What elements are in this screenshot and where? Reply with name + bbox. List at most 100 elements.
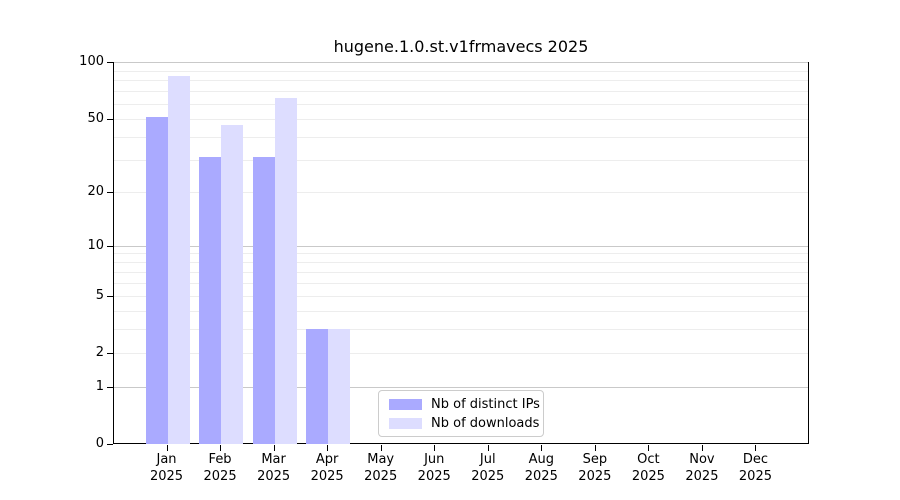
y-tick-label-1: 1 (95, 378, 104, 394)
gridline-70 (114, 91, 808, 93)
gridline-3 (114, 329, 808, 331)
bar-apr-distinct-ips (306, 329, 329, 444)
gridline-50 (114, 118, 808, 120)
y-tick-label-10: 10 (87, 237, 104, 253)
gridline-80 (114, 80, 808, 82)
x-tick-mark-jul (487, 445, 489, 451)
y-tick-mark-0 (107, 444, 113, 445)
x-tick-label-jun: Jun 2025 (394, 451, 474, 485)
y-tick-label-2: 2 (95, 345, 104, 361)
gridline-4 (114, 310, 808, 312)
gridline-2 (114, 353, 808, 355)
gridline-7 (114, 271, 808, 273)
bar-mar-distinct-ips (252, 157, 275, 444)
x-tick-month: Jun (424, 452, 445, 467)
x-tick-mark-sep (594, 445, 596, 451)
y-tick-label-50: 50 (87, 110, 104, 126)
x-tick-month: Jul (479, 452, 496, 467)
gridline-1 (114, 386, 808, 388)
gridline-9 (114, 253, 808, 255)
x-tick-label-oct: Oct 2025 (608, 451, 688, 485)
x-tick-month: Nov (689, 452, 715, 467)
x-tick-month: Aug (528, 452, 554, 467)
y-tick-label-5: 5 (95, 287, 104, 303)
x-tick-month: Mar (261, 452, 286, 467)
x-tick-label-jan: Jan 2025 (127, 451, 207, 485)
x-tick-label-feb: Feb 2025 (180, 451, 260, 485)
x-tick-mark-aug (541, 445, 543, 451)
chart-title: hugene.1.0.st.v1frmavecs 2025 (333, 37, 589, 56)
x-tick-year: 2025 (631, 469, 665, 484)
bar-feb-downloads (221, 125, 244, 444)
gridline-6 (114, 282, 808, 284)
x-tick-mark-nov (701, 445, 703, 451)
y-tick-mark-50 (107, 118, 113, 120)
bar-apr-downloads (328, 329, 351, 444)
x-tick-month: Feb (208, 452, 232, 467)
x-tick-year: 2025 (524, 469, 558, 484)
x-tick-year: 2025 (310, 469, 344, 484)
y-tick-label-0: 0 (95, 436, 104, 451)
x-tick-year: 2025 (685, 469, 719, 484)
x-tick-month: May (367, 452, 395, 467)
gridline-20 (114, 192, 808, 193)
x-tick-label-may: May 2025 (341, 451, 421, 485)
x-tick-label-dec: Dec 2025 (715, 451, 795, 485)
y-tick-mark-1 (107, 386, 113, 388)
gridline-60 (114, 103, 808, 105)
x-tick-month: Apr (315, 452, 339, 467)
x-tick-mark-oct (648, 445, 650, 451)
legend-swatch-distinct-ips (389, 398, 422, 410)
x-tick-year: 2025 (578, 469, 612, 484)
gridline-30 (114, 159, 808, 161)
legend-label-distinct-ips: Nb of distinct IPs (431, 396, 540, 412)
x-tick-year: 2025 (417, 469, 451, 484)
y-tick-label-20: 20 (87, 184, 104, 199)
gridline-5 (114, 295, 808, 297)
x-tick-year: 2025 (471, 469, 505, 484)
legend-label-downloads: Nb of downloads (431, 415, 540, 431)
x-tick-month: Oct (637, 452, 660, 467)
gridline-100 (114, 62, 808, 63)
x-tick-month: Dec (742, 452, 769, 467)
legend-item-distinct-ips: Nb of distinct IPs (389, 397, 543, 412)
y-tick-mark-20 (107, 192, 113, 193)
bar-jan-downloads (167, 76, 190, 444)
x-tick-year: 2025 (149, 469, 184, 484)
y-tick-mark-2 (107, 353, 113, 355)
x-tick-label-nov: Nov 2025 (662, 451, 742, 485)
bar-mar-downloads (274, 98, 297, 444)
x-tick-label-jul: Jul 2025 (448, 451, 528, 485)
x-tick-year: 2025 (738, 469, 772, 484)
y-tick-label-100: 100 (79, 54, 104, 69)
x-tick-month: Sep (582, 452, 608, 467)
y-tick-mark-10 (107, 245, 113, 247)
x-tick-year: 2025 (203, 469, 237, 484)
plot-area (113, 62, 809, 444)
bar-feb-distinct-ips (199, 157, 222, 444)
x-tick-mark-feb (220, 445, 222, 451)
y-tick-mark-5 (107, 295, 113, 297)
x-tick-year: 2025 (364, 469, 398, 484)
bar-jan-distinct-ips (145, 116, 168, 444)
y-tick-mark-100 (107, 62, 113, 63)
x-tick-mark-jan (166, 445, 168, 451)
x-tick-mark-dec (755, 445, 757, 451)
legend-item-downloads: Nb of downloads (389, 416, 543, 431)
x-tick-label-apr: Apr 2025 (287, 451, 367, 485)
x-tick-mark-may (380, 445, 382, 451)
x-tick-year: 2025 (257, 469, 291, 484)
legend-swatch-downloads (389, 417, 422, 429)
x-tick-mark-jun (434, 445, 436, 451)
gridline-40 (114, 136, 808, 138)
legend: Nb of distinct IPs Nb of downloads (378, 390, 544, 437)
x-tick-label-aug: Aug 2025 (501, 451, 581, 485)
x-tick-mark-apr (327, 445, 329, 451)
gridline-90 (114, 70, 808, 72)
x-tick-label-sep: Sep 2025 (555, 451, 635, 485)
x-tick-month: Jan (156, 452, 177, 467)
x-tick-mark-mar (273, 445, 275, 451)
gridline-8 (114, 262, 808, 264)
gridline-10 (114, 245, 808, 247)
